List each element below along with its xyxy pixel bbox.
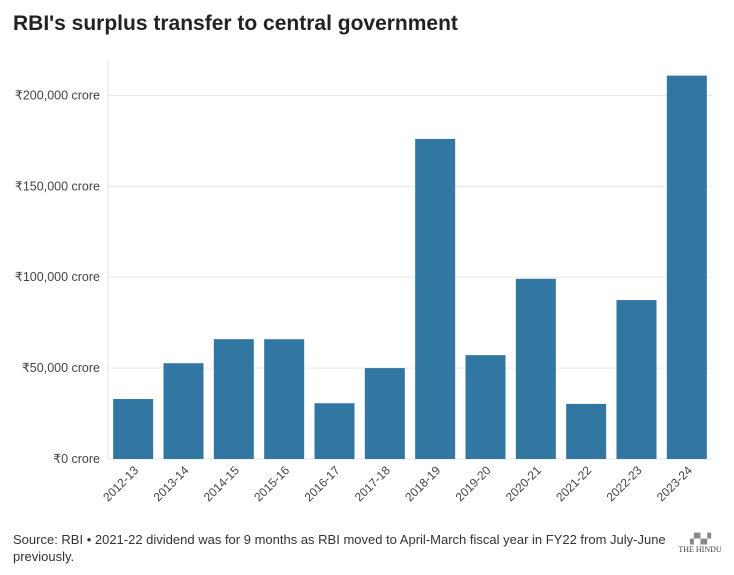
x-tick-label: 2014-15 — [201, 463, 242, 504]
y-tick-label: ₹150,000 crore — [15, 179, 100, 193]
bar-2016-17 — [314, 403, 355, 459]
bar-2023-24 — [666, 75, 707, 460]
source-note: Source: RBI • 2021-22 dividend was for 9… — [13, 532, 666, 564]
x-tick-label: 2012-13 — [100, 463, 141, 504]
x-tick-label: 2017-18 — [352, 463, 393, 504]
y-tick-label: ₹50,000 crore — [22, 361, 100, 375]
bar-chart: ₹0 crore ₹50,000 crore ₹100,000 crore ₹150,… — [15, 59, 712, 504]
bar-2017-18 — [364, 368, 405, 459]
the-hindu-logo: ▞▚▞ THE HINDU — [675, 534, 725, 554]
bar-2012-13 — [113, 398, 154, 459]
bar-2020-21 — [515, 278, 556, 459]
x-tick-label: 2019-20 — [453, 463, 494, 504]
x-tick-label: 2018-19 — [402, 463, 443, 504]
x-tick-label: 2022-23 — [604, 463, 645, 504]
x-tick-label: 2023-24 — [654, 463, 695, 504]
x-tick-label: 2013-14 — [151, 463, 192, 504]
bar-2021-22 — [566, 403, 607, 459]
bar-2018-19 — [415, 138, 456, 459]
bar-2019-20 — [465, 355, 506, 459]
y-tick-label: ₹100,000 crore — [15, 270, 100, 284]
bar-2022-23 — [616, 300, 657, 459]
bar-2015-16 — [264, 339, 305, 459]
x-tick-label: 2016-17 — [302, 463, 343, 504]
y-tick-label: ₹0 crore — [53, 452, 100, 466]
x-tick-label: 2021-22 — [553, 463, 594, 504]
logo-emblem-icon: ▞▚▞ — [689, 534, 711, 545]
chart-title: RBI's surplus transfer to central govern… — [13, 12, 458, 35]
x-tick-label: 2015-16 — [251, 463, 292, 504]
bar-2014-15 — [213, 339, 254, 459]
y-tick-label: ₹200,000 crore — [15, 88, 100, 102]
bar-2013-14 — [163, 363, 204, 459]
x-tick-label: 2020-21 — [503, 463, 544, 504]
